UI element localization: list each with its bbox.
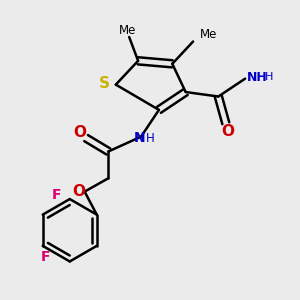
Text: H: H (265, 72, 273, 82)
Text: O: O (221, 124, 234, 139)
Text: F: F (52, 188, 61, 202)
Text: NH: NH (247, 71, 267, 84)
Text: Me: Me (200, 28, 217, 41)
Text: Me: Me (119, 24, 136, 37)
Text: O: O (73, 125, 86, 140)
Text: N: N (134, 131, 146, 145)
Text: H: H (146, 132, 154, 145)
Text: O: O (72, 184, 85, 199)
Text: S: S (99, 76, 110, 91)
Text: F: F (41, 250, 50, 264)
